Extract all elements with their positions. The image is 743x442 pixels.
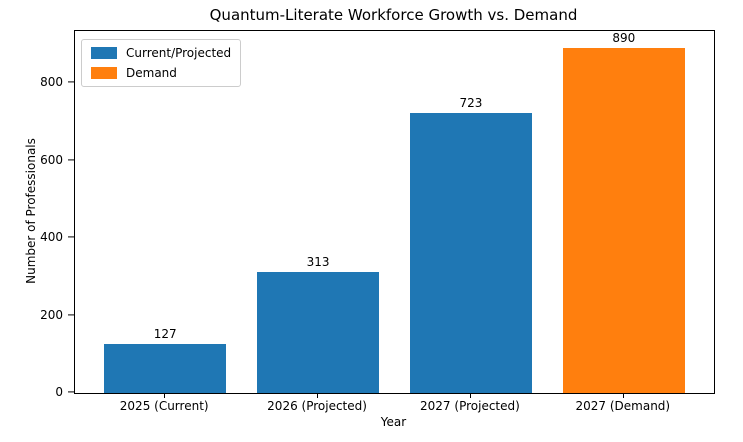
bar xyxy=(256,271,380,393)
chart-title: Quantum-Literate Workforce Growth vs. De… xyxy=(209,6,578,24)
bar xyxy=(409,112,533,393)
y-tick-mark xyxy=(68,158,74,161)
y-tick-mark xyxy=(68,81,74,83)
bars-layer: 127 313 723 890 xyxy=(75,31,714,393)
y-tick-mark xyxy=(68,236,74,238)
x-tick-label: 2026 (Projected) xyxy=(267,399,367,413)
legend-label: Current/Projected xyxy=(126,46,232,60)
x-tick-mark xyxy=(622,393,624,398)
y-tick-label: 600 xyxy=(40,152,63,167)
y-tick-mark xyxy=(68,391,74,393)
bar-value-label: 890 xyxy=(612,31,636,46)
legend-swatch xyxy=(91,47,117,59)
bar-value-label: 313 xyxy=(306,254,330,269)
legend-entry: Demand xyxy=(91,66,231,80)
plot-area: 127 313 723 890 Current/Projected Demand xyxy=(74,30,715,394)
bar-value-label: 127 xyxy=(153,326,177,341)
y-tick-label: 800 xyxy=(40,75,63,90)
x-tick-label: 2025 (Current) xyxy=(119,399,209,413)
x-tick-label: 2027 (Projected) xyxy=(420,399,520,413)
y-tick-label: 400 xyxy=(40,230,63,245)
x-tick-mark xyxy=(317,393,319,398)
legend: Current/Projected Demand xyxy=(81,39,242,87)
x-tick-mark xyxy=(164,393,166,398)
y-tick-label: 200 xyxy=(40,307,63,322)
bar-value-label: 723 xyxy=(459,95,483,110)
y-tick-label: 0 xyxy=(55,385,63,399)
bar xyxy=(562,48,685,393)
x-tick-label: 2027 (Demand) xyxy=(575,399,671,413)
y-tick-mark xyxy=(68,313,74,316)
bar xyxy=(104,343,227,393)
x-axis-label: Year xyxy=(380,415,407,429)
legend-swatch xyxy=(91,67,117,79)
x-tick-mark xyxy=(469,393,472,398)
legend-entry: Current/Projected xyxy=(91,46,231,60)
legend-label: Demand xyxy=(126,66,177,80)
y-axis-label: Number of Professionals xyxy=(24,138,38,284)
